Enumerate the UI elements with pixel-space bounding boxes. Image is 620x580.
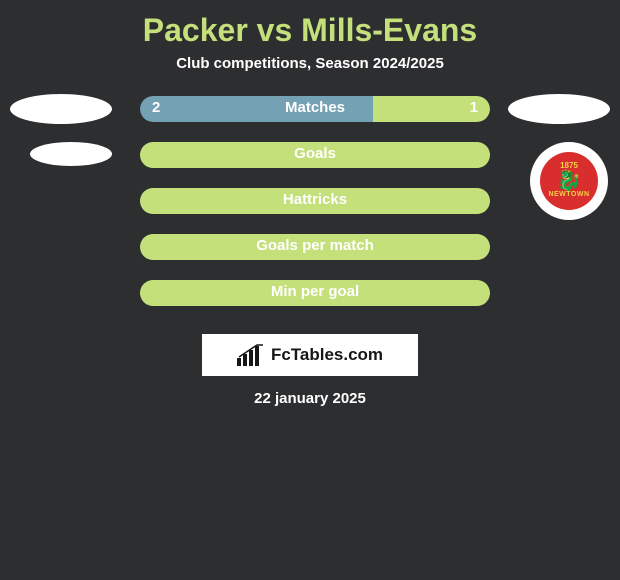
bars-icon xyxy=(237,344,265,366)
bar-value-right: 1 xyxy=(470,99,478,116)
bar-label: Min per goal xyxy=(140,283,490,300)
bar-label: Hattricks xyxy=(140,191,490,208)
comparison-infographic: Packer vs Mills-Evans Club competitions,… xyxy=(0,0,620,580)
brand-box: FcTables.com xyxy=(202,334,418,376)
bar-label: Matches xyxy=(140,99,490,116)
stat-row-mpg: Min per goal xyxy=(0,280,620,326)
bar-track: Hattricks xyxy=(140,188,490,214)
brand-label: FcTables.com xyxy=(271,345,383,365)
page-title: Packer vs Mills-Evans xyxy=(0,0,620,55)
stat-row-gpm: Goals per match xyxy=(0,234,620,280)
bar-track: Min per goal xyxy=(140,280,490,306)
date-label: 22 january 2025 xyxy=(0,376,620,407)
stat-row-matches: 2 Matches 1 xyxy=(0,96,620,142)
player-left-avatar xyxy=(10,94,112,124)
stat-row-hattricks: Hattricks xyxy=(0,188,620,234)
bar-label: Goals xyxy=(140,145,490,162)
bar-label: Goals per match xyxy=(140,237,490,254)
bar-track: Goals xyxy=(140,142,490,168)
team-left-avatar xyxy=(30,142,112,166)
page-subtitle: Club competitions, Season 2024/2025 xyxy=(0,55,620,96)
player-right-avatar xyxy=(508,94,610,124)
bar-track: 2 Matches 1 xyxy=(140,96,490,122)
bar-track: Goals per match xyxy=(140,234,490,260)
stat-row-goals: Goals 1875 🐉 NEWTOWN xyxy=(0,142,620,188)
